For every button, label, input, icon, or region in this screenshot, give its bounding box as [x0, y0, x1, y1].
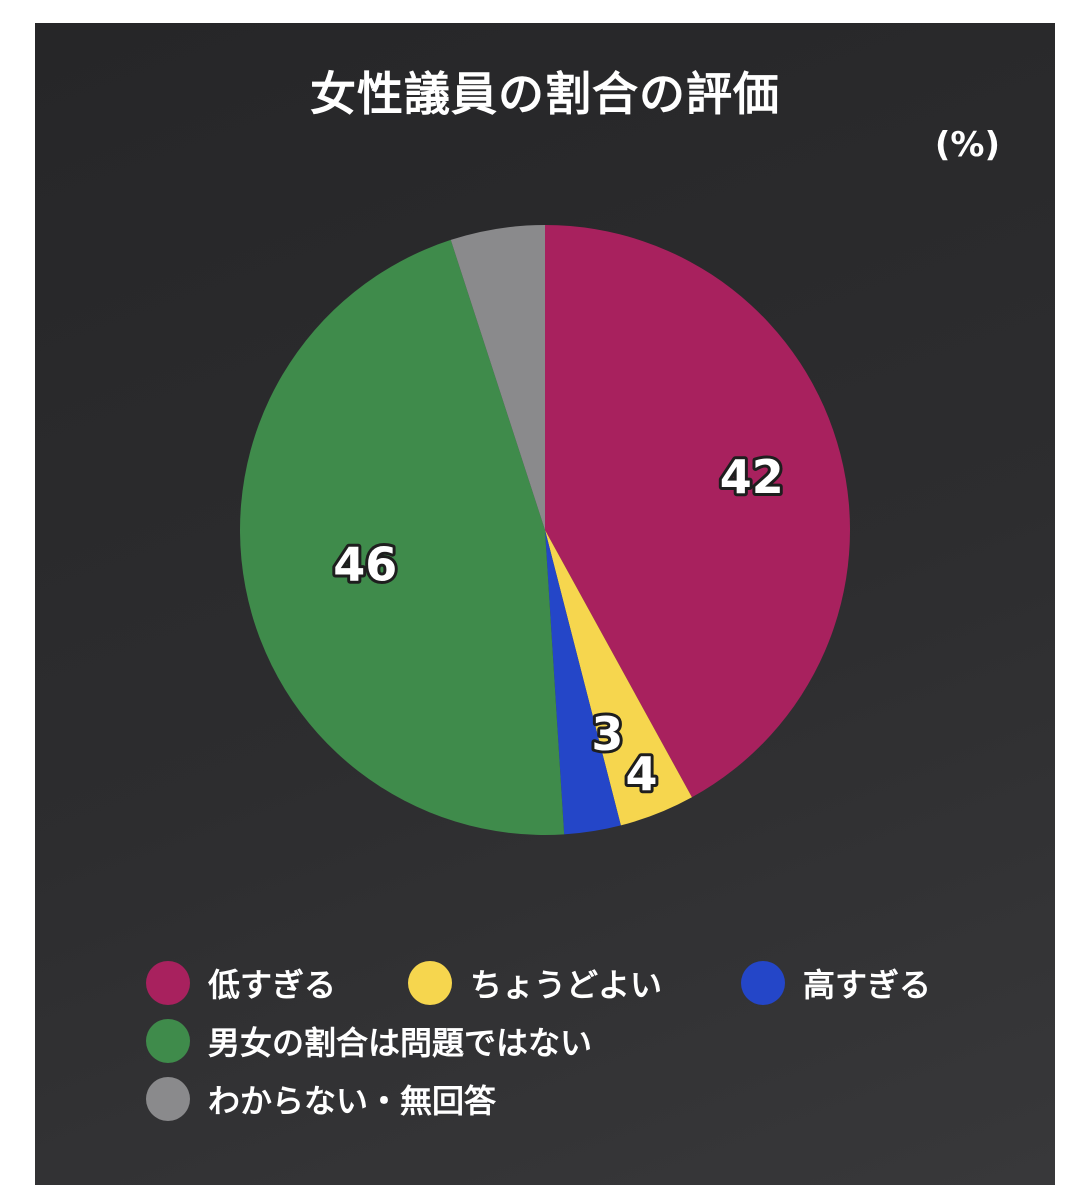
legend-swatch	[741, 961, 785, 1005]
legend-item: 高すぎる	[741, 960, 971, 1006]
legend-label: 男女の割合は問題ではない	[208, 1024, 593, 1062]
data-label-4: 46	[333, 537, 397, 591]
legend-label: 高すぎる	[803, 966, 932, 1004]
legend-label: 低すぎる	[208, 966, 337, 1004]
pie-slice-3	[545, 530, 621, 835]
legend-row: 男女の割合は問題ではない	[146, 1013, 1026, 1069]
legend-item: ちょうどよい	[408, 960, 741, 1006]
legend-row: わからない・無回答	[146, 1071, 1026, 1127]
unit-label: (%)	[934, 125, 1000, 165]
pie-slice-1	[545, 225, 850, 798]
legend-label: ちょうどよい	[470, 966, 663, 1004]
legend-item: わからない・無回答	[146, 1076, 496, 1122]
data-label-2: 4	[626, 747, 658, 801]
data-label-3: 3	[591, 707, 623, 761]
pie-data-labels: 42 43 46	[330, 447, 787, 804]
pie-slice-5	[450, 225, 545, 530]
legend-item: 男女の割合は問題ではない	[146, 1018, 592, 1064]
chart-title: 女性議員の割合の評価	[310, 67, 780, 121]
legend-item: 低すぎる	[146, 960, 408, 1006]
pie-slice-4	[240, 239, 565, 836]
legend-label: わからない・無回答	[208, 1082, 497, 1120]
legend-swatch	[408, 961, 452, 1005]
pie-slices	[240, 225, 850, 836]
pie-slice-2	[545, 530, 692, 826]
legend-swatch	[146, 1077, 190, 1121]
data-label-1: 42	[720, 450, 784, 504]
legend-swatch	[146, 961, 190, 1005]
legend: 低すぎる ちょうどよい 高すぎる男女の割合は問題ではない わからない・無回答	[146, 955, 1026, 1129]
legend-row: 低すぎる ちょうどよい 高すぎる	[146, 955, 1026, 1011]
legend-swatch	[146, 1019, 190, 1063]
